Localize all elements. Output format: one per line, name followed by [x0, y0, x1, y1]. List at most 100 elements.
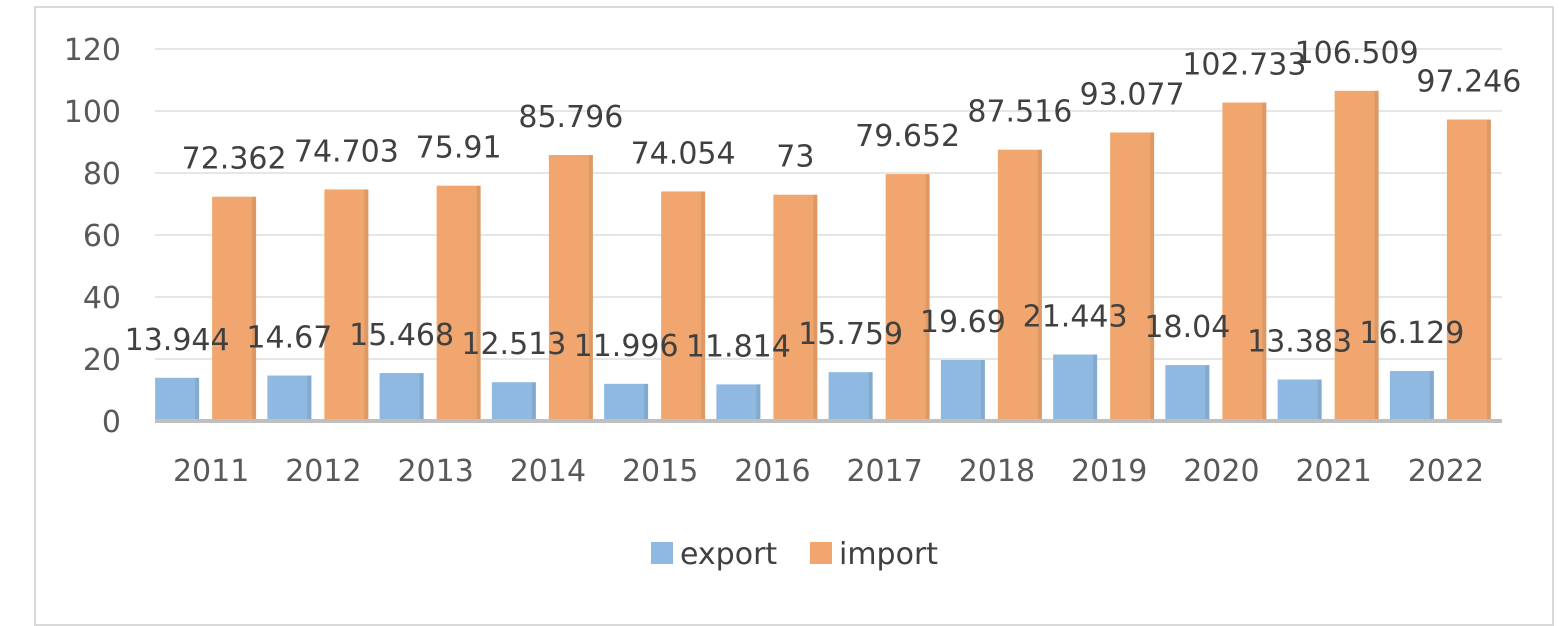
- data-label-export-2015: 11.996: [574, 329, 679, 364]
- legend-label-export: export: [680, 537, 777, 572]
- y-tick-label: 80: [83, 157, 121, 192]
- x-tick-label: 2021: [1295, 454, 1371, 489]
- y-tick-label: 100: [64, 95, 121, 130]
- bar-shade: [1486, 119, 1491, 421]
- bar-shade: [1374, 90, 1379, 422]
- x-tick-label: 2022: [1408, 454, 1484, 489]
- data-label-export-2012: 14.67: [246, 321, 332, 356]
- data-label-export-2022: 16.129: [1359, 316, 1464, 351]
- bar-shade: [307, 375, 312, 421]
- legend: export import: [651, 537, 938, 572]
- data-label-export-2013: 15.468: [349, 318, 454, 353]
- y-tick-label: 60: [83, 219, 121, 254]
- data-label-import-2019: 93.077: [1080, 77, 1185, 112]
- bar-export-2013: [379, 373, 424, 421]
- x-axis-ticks: 2011 2012 2013 2014 2015 2016 2017 2018 2019 2020…: [173, 454, 1484, 489]
- bar-export-2020: [1165, 365, 1210, 421]
- x-tick-label: 2011: [173, 454, 249, 489]
- data-label-export-2014: 12.513: [461, 327, 566, 362]
- bar-export-2016: [716, 384, 761, 421]
- bar-shade: [1093, 354, 1098, 421]
- bar-export-2021: [1277, 379, 1322, 421]
- x-tick-label: 2013: [397, 454, 473, 489]
- bar-export-2017: [828, 372, 873, 421]
- bar-shade: [1205, 365, 1210, 421]
- bar-export-2012: [267, 375, 312, 421]
- bar-import-2019: [1110, 132, 1155, 421]
- bar-import-2017: [885, 174, 930, 421]
- bars: [155, 90, 1491, 422]
- bar-export-2018: [940, 359, 985, 421]
- x-tick-label: 2017: [846, 454, 922, 489]
- data-label-import-2017: 79.652: [855, 119, 960, 154]
- x-tick-label: 2012: [285, 454, 361, 489]
- data-label-import-2018: 87.516: [967, 95, 1072, 130]
- gridlines: [155, 48, 1502, 360]
- x-tick-label: 2018: [959, 454, 1035, 489]
- bar-shade: [756, 384, 761, 421]
- bar-import-2015: [661, 191, 706, 421]
- data-label-import-2012: 74.703: [294, 134, 399, 169]
- y-tick-label: 120: [64, 33, 121, 68]
- bar-shade: [868, 372, 873, 421]
- data-label-import-2011: 72.362: [182, 142, 287, 177]
- x-tick-label: 2014: [510, 454, 586, 489]
- bar-shade: [925, 174, 930, 421]
- legend-label-import: import: [839, 537, 938, 572]
- data-label-export-2017: 15.759: [798, 317, 903, 352]
- data-label-export-2021: 13.383: [1247, 325, 1352, 360]
- bar-shade: [531, 382, 536, 421]
- x-tick-label: 2019: [1071, 454, 1147, 489]
- bar-shade: [588, 155, 593, 421]
- bar-import-2016: [773, 194, 818, 421]
- bar-import-2011: [212, 196, 257, 421]
- data-label-export-2016: 11.814: [686, 329, 791, 364]
- legend-swatch-export: [651, 542, 673, 564]
- bar-export-2022: [1389, 371, 1434, 421]
- bar-shade: [1429, 371, 1434, 421]
- data-label-export-2011: 13.944: [125, 323, 230, 358]
- data-label-import-2021: 106.509: [1295, 36, 1419, 71]
- data-label-import-2020: 102.733: [1182, 48, 1306, 83]
- bar-shade: [252, 196, 257, 421]
- bar-shade: [701, 191, 706, 421]
- bar-import-2013: [436, 185, 481, 421]
- bar-shade: [195, 377, 200, 421]
- bar-import-2020: [1222, 102, 1267, 421]
- bar-shade: [813, 194, 818, 421]
- y-tick-label: 0: [102, 405, 121, 440]
- bar-import-2014: [548, 155, 593, 421]
- x-tick-label: 2020: [1183, 454, 1259, 489]
- bar-shade: [476, 185, 481, 421]
- data-label-import-2022: 97.246: [1416, 65, 1521, 100]
- bar-import-2022: [1446, 119, 1491, 421]
- data-label-import-2016: 73: [776, 140, 814, 175]
- x-tick-label: 2016: [734, 454, 810, 489]
- x-tick-label: 2015: [622, 454, 698, 489]
- bar-export-2019: [1053, 354, 1098, 421]
- data-label-export-2019: 21.443: [1023, 300, 1128, 335]
- bar-export-2014: [491, 382, 536, 421]
- bar-shade: [1262, 102, 1267, 421]
- bar-shade: [644, 383, 649, 421]
- bar-shade: [364, 189, 369, 421]
- data-label-export-2020: 18.04: [1144, 310, 1230, 345]
- bar-import-2012: [324, 189, 369, 421]
- data-labels: 13.944 72.362 14.67 74.703 15.468 75.91 12.513…: [125, 36, 1522, 365]
- bar-shade: [980, 359, 985, 421]
- legend-swatch-import: [810, 542, 832, 564]
- data-label-import-2014: 85.796: [518, 100, 623, 135]
- data-label-import-2013: 75.91: [416, 131, 502, 166]
- data-label-export-2018: 19.69: [920, 305, 1006, 340]
- y-tick-label: 40: [83, 281, 121, 316]
- y-axis-ticks: 0 20 40 60 80 100 120: [64, 33, 121, 440]
- bar-shade: [1037, 149, 1042, 422]
- bar-shade: [1150, 132, 1155, 421]
- bar-export-2011: [155, 377, 200, 421]
- bar-import-2018: [997, 149, 1042, 422]
- bar-import-2021: [1334, 90, 1379, 422]
- data-label-import-2015: 74.054: [631, 136, 736, 171]
- y-tick-label: 20: [83, 343, 121, 378]
- bar-export-2015: [604, 383, 649, 421]
